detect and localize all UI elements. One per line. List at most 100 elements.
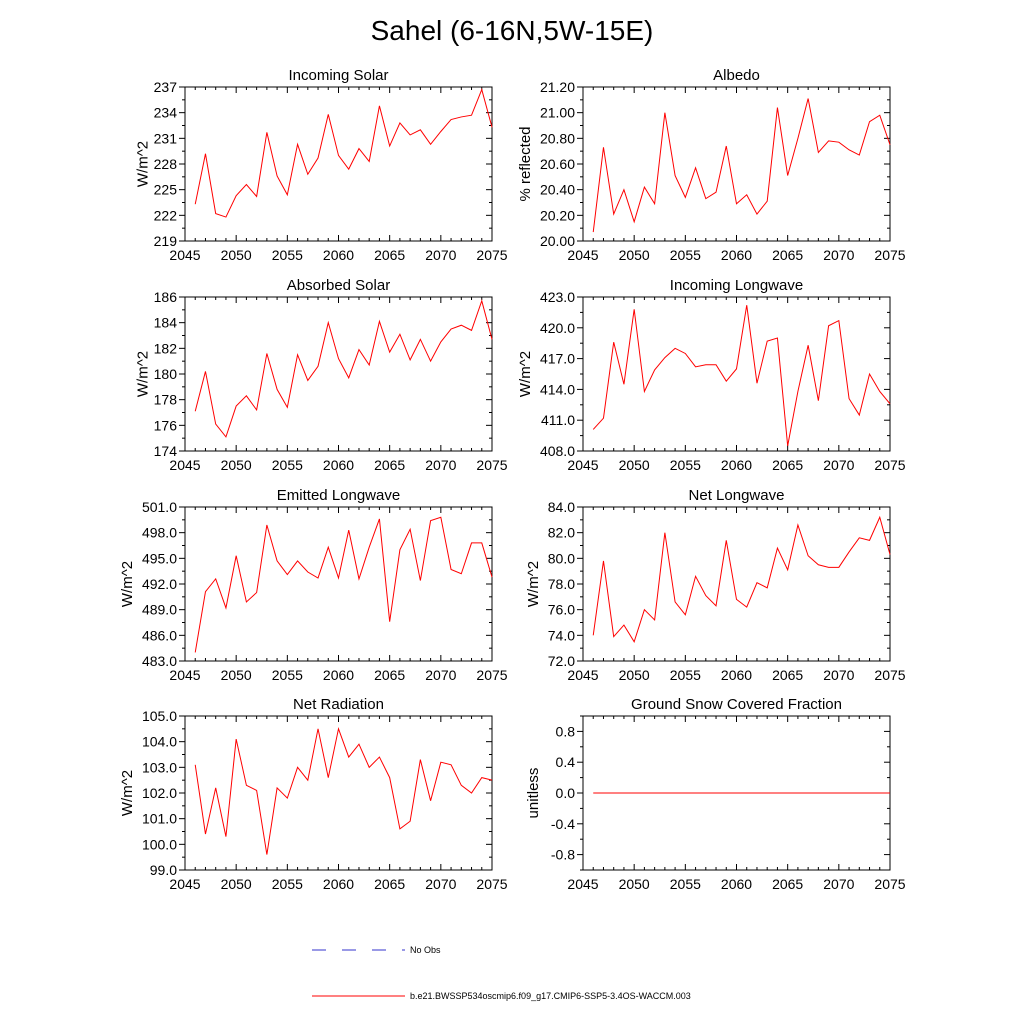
x-tick-label-net-longwave: 2075 bbox=[874, 667, 905, 683]
panel-title-net-longwave: Net Longwave bbox=[689, 487, 785, 504]
y-tick-label-incoming-solar: 222 bbox=[154, 207, 178, 223]
x-tick-label-incoming-solar: 2065 bbox=[374, 247, 405, 263]
y-tick-label-incoming-longwave: 423.0 bbox=[540, 289, 575, 305]
legend: No Obs b.e21.BWSSP534oscmip6.f09_g17.CMI… bbox=[312, 945, 691, 1001]
y-axis-label-incoming-longwave: W/m^2 bbox=[517, 351, 534, 397]
x-tick-label-incoming-longwave: 2050 bbox=[619, 457, 650, 473]
x-tick-label-incoming-longwave: 2075 bbox=[874, 457, 905, 473]
x-tick-label-net-radiation: 2050 bbox=[221, 876, 252, 892]
x-tick-label-net-longwave: 2060 bbox=[721, 667, 752, 683]
y-tick-label-net-longwave: 84.0 bbox=[548, 499, 575, 515]
y-tick-label-emitted-longwave: 495.0 bbox=[142, 550, 177, 566]
y-tick-label-albedo: 20.40 bbox=[540, 182, 575, 198]
y-tick-label-absorbed-solar: 178 bbox=[154, 392, 178, 408]
y-tick-label-net-longwave: 82.0 bbox=[548, 525, 575, 541]
y-tick-label-net-radiation: 103.0 bbox=[142, 759, 177, 775]
figure-title: Sahel (6-16N,5W-15E) bbox=[371, 15, 654, 46]
x-tick-label-albedo: 2055 bbox=[670, 247, 701, 263]
y-tick-label-absorbed-solar: 174 bbox=[154, 443, 178, 459]
x-tick-label-emitted-longwave: 2055 bbox=[272, 667, 303, 683]
x-tick-label-albedo: 2060 bbox=[721, 247, 752, 263]
y-tick-label-incoming-longwave: 417.0 bbox=[540, 351, 575, 367]
panel-incoming-solar: Incoming Solar 2045 2050 2055 2060 2065 2070 20… bbox=[135, 67, 508, 263]
x-tick-label-incoming-longwave: 2070 bbox=[823, 457, 854, 473]
x-tick-label-incoming-longwave: 2060 bbox=[721, 457, 752, 473]
y-tick-label-net-radiation: 105.0 bbox=[142, 708, 177, 724]
panel-title-absorbed-solar: Absorbed Solar bbox=[287, 277, 390, 294]
y-tick-label-albedo: 21.00 bbox=[540, 105, 575, 121]
series-line-incoming-solar bbox=[194, 87, 493, 218]
panel-title-ground-snow-covered-fraction: Ground Snow Covered Fraction bbox=[631, 696, 842, 713]
x-tick-label-incoming-solar: 2060 bbox=[323, 247, 354, 263]
y-tick-label-incoming-longwave: 414.0 bbox=[540, 381, 575, 397]
y-axis-label-net-longwave: W/m^2 bbox=[525, 561, 542, 607]
x-tick-label-incoming-solar: 2055 bbox=[272, 247, 303, 263]
x-tick-label-emitted-longwave: 2065 bbox=[374, 667, 405, 683]
x-tick-label-absorbed-solar: 2060 bbox=[323, 457, 354, 473]
y-tick-label-absorbed-solar: 180 bbox=[154, 366, 178, 382]
x-tick-label-net-radiation: 2075 bbox=[476, 876, 507, 892]
y-tick-label-ground-snow-covered-fraction: -0.4 bbox=[551, 816, 575, 832]
y-axis-label-incoming-solar: W/m^2 bbox=[135, 141, 152, 187]
panel-title-albedo: Albedo bbox=[713, 67, 760, 84]
x-tick-label-net-longwave: 2055 bbox=[670, 667, 701, 683]
y-tick-label-incoming-solar: 231 bbox=[154, 130, 178, 146]
y-tick-label-net-longwave: 74.0 bbox=[548, 627, 575, 643]
series-line-emitted-longwave bbox=[194, 516, 493, 653]
panel-title-incoming-solar: Incoming Solar bbox=[288, 67, 388, 84]
x-tick-label-albedo: 2065 bbox=[772, 247, 803, 263]
x-tick-label-ground-snow-covered-fraction: 2070 bbox=[823, 876, 854, 892]
x-tick-label-net-longwave: 2065 bbox=[772, 667, 803, 683]
y-tick-label-incoming-solar: 219 bbox=[154, 233, 178, 249]
y-tick-label-albedo: 21.20 bbox=[540, 79, 575, 95]
y-tick-label-emitted-longwave: 483.0 bbox=[142, 653, 177, 669]
x-tick-label-albedo: 2070 bbox=[823, 247, 854, 263]
y-axis-label-emitted-longwave: W/m^2 bbox=[119, 561, 136, 607]
x-tick-label-net-longwave: 2045 bbox=[567, 667, 598, 683]
x-tick-label-incoming-longwave: 2045 bbox=[567, 457, 598, 473]
y-tick-label-ground-snow-covered-fraction: 0.0 bbox=[556, 785, 576, 801]
y-tick-label-net-radiation: 102.0 bbox=[142, 785, 177, 801]
panel-emitted-longwave: Emitted Longwave 2045 2050 2055 2060 2065 2070… bbox=[119, 487, 508, 683]
y-tick-label-emitted-longwave: 486.0 bbox=[142, 627, 177, 643]
panel-net-longwave: Net Longwave 2045 2050 2055 2060 2065 2070 2075… bbox=[525, 487, 906, 683]
y-tick-label-incoming-longwave: 408.0 bbox=[540, 443, 575, 459]
x-tick-label-emitted-longwave: 2075 bbox=[476, 667, 507, 683]
y-tick-label-ground-snow-covered-fraction: 0.8 bbox=[556, 723, 576, 739]
y-tick-label-absorbed-solar: 176 bbox=[154, 417, 178, 433]
panel-incoming-longwave: Incoming Longwave 2045 2050 2055 2060 2065 207… bbox=[517, 277, 906, 473]
series-line-albedo bbox=[592, 98, 891, 233]
x-tick-label-incoming-longwave: 2055 bbox=[670, 457, 701, 473]
y-tick-label-ground-snow-covered-fraction: 0.4 bbox=[556, 754, 576, 770]
y-axis-label-ground-snow-covered-fraction: unitless bbox=[525, 768, 542, 819]
y-tick-label-emitted-longwave: 501.0 bbox=[142, 499, 177, 515]
y-tick-label-emitted-longwave: 489.0 bbox=[142, 602, 177, 618]
y-tick-label-net-longwave: 72.0 bbox=[548, 653, 575, 669]
y-tick-label-absorbed-solar: 184 bbox=[154, 315, 178, 331]
x-tick-label-net-radiation: 2065 bbox=[374, 876, 405, 892]
panel-title-emitted-longwave: Emitted Longwave bbox=[277, 487, 400, 504]
y-tick-label-incoming-solar: 225 bbox=[154, 182, 178, 198]
y-tick-label-albedo: 20.20 bbox=[540, 207, 575, 223]
panel-title-incoming-longwave: Incoming Longwave bbox=[670, 277, 803, 294]
x-tick-label-ground-snow-covered-fraction: 2060 bbox=[721, 876, 752, 892]
y-tick-label-incoming-longwave: 411.0 bbox=[541, 412, 575, 428]
y-tick-label-incoming-longwave: 420.0 bbox=[540, 320, 575, 336]
x-tick-label-ground-snow-covered-fraction: 2075 bbox=[874, 876, 905, 892]
y-tick-label-albedo: 20.60 bbox=[540, 156, 575, 172]
x-tick-label-net-longwave: 2070 bbox=[823, 667, 854, 683]
y-tick-label-emitted-longwave: 498.0 bbox=[142, 525, 177, 541]
y-tick-label-net-radiation: 99.0 bbox=[150, 862, 177, 878]
series-line-net-longwave bbox=[592, 515, 891, 643]
x-tick-label-net-radiation: 2070 bbox=[425, 876, 456, 892]
series-line-net-radiation bbox=[194, 727, 493, 855]
x-tick-label-albedo: 2050 bbox=[619, 247, 650, 263]
x-tick-label-absorbed-solar: 2055 bbox=[272, 457, 303, 473]
x-tick-label-emitted-longwave: 2070 bbox=[425, 667, 456, 683]
panel-net-radiation: Net Radiation 2045 2050 2055 2060 2065 2070 207… bbox=[119, 696, 508, 892]
x-tick-label-incoming-longwave: 2065 bbox=[772, 457, 803, 473]
panel-absorbed-solar: Absorbed Solar 2045 2050 2055 2060 2065 2070 20… bbox=[135, 277, 508, 473]
y-tick-label-net-radiation: 104.0 bbox=[142, 734, 177, 750]
x-tick-label-absorbed-solar: 2065 bbox=[374, 457, 405, 473]
legend-label-model-run: b.e21.BWSSP534oscmip6.f09_g17.CMIP6-SSP5… bbox=[410, 991, 691, 1001]
